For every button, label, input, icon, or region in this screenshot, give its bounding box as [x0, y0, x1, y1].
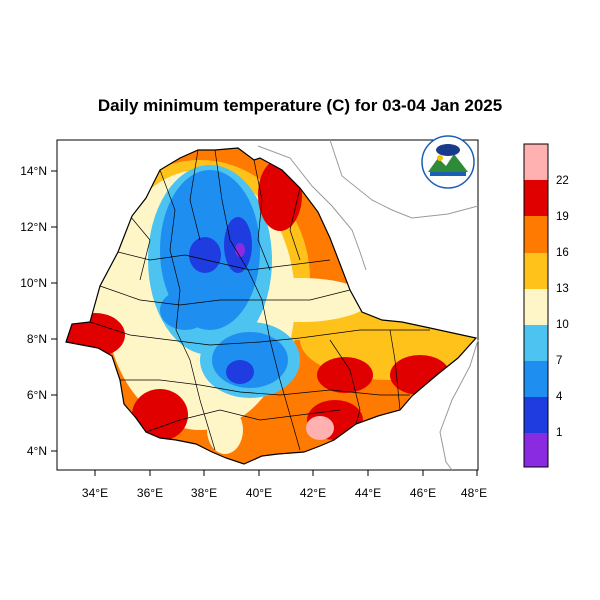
colorbar-swatch [524, 361, 548, 397]
x-axis: 34°E 36°E 38°E 40°E 42°E 44°E 46°E 48°E [82, 470, 487, 500]
map-title: Daily minimum temperature (C) for 03-04 … [97, 96, 503, 115]
colorbar-swatch [524, 325, 548, 361]
colorbar: 1 4 7 10 13 16 19 22 [523, 143, 569, 468]
colorbar-swatch [524, 433, 548, 467]
colorbar-label: 1 [556, 427, 562, 439]
colorbar-swatch [524, 397, 548, 433]
colorbar-label: 7 [556, 355, 562, 367]
colorbar-swatch [524, 253, 548, 289]
colorbar-swatch [524, 180, 548, 216]
colorbar-label: 13 [556, 283, 569, 295]
y-tick-label: 12°N [20, 220, 47, 234]
x-tick-label: 48°E [461, 486, 487, 500]
admin-boundaries [89, 149, 430, 451]
x-tick-label: 38°E [191, 486, 217, 500]
y-tick-label: 8°N [27, 332, 47, 346]
coastline-lines [257, 139, 479, 471]
colorbar-swatch [524, 144, 548, 180]
x-tick-label: 46°E [410, 486, 436, 500]
x-tick-label: 44°E [355, 486, 381, 500]
x-tick-label: 34°E [82, 486, 108, 500]
x-tick-label: 36°E [137, 486, 163, 500]
colorbar-label: 22 [556, 175, 569, 187]
y-tick-label: 6°N [27, 388, 47, 402]
ethiopian-meteorology-institute-logo-icon [421, 135, 475, 189]
y-axis: 14°N 12°N 10°N 8°N 6°N 4°N [20, 164, 57, 458]
colorbar-label: 16 [556, 247, 569, 259]
x-tick-label: 42°E [300, 486, 326, 500]
x-tick-label: 40°E [246, 486, 272, 500]
country-outline [65, 147, 478, 465]
colorbar-label: 19 [556, 211, 569, 223]
y-tick-label: 14°N [20, 164, 47, 178]
colorbar-label: 10 [556, 319, 569, 331]
colorbar-swatch [524, 289, 548, 325]
y-tick-label: 10°N [20, 276, 47, 290]
y-tick-label: 4°N [27, 444, 47, 458]
colorbar-label: 4 [556, 391, 563, 403]
colorbar-swatch [524, 216, 548, 253]
